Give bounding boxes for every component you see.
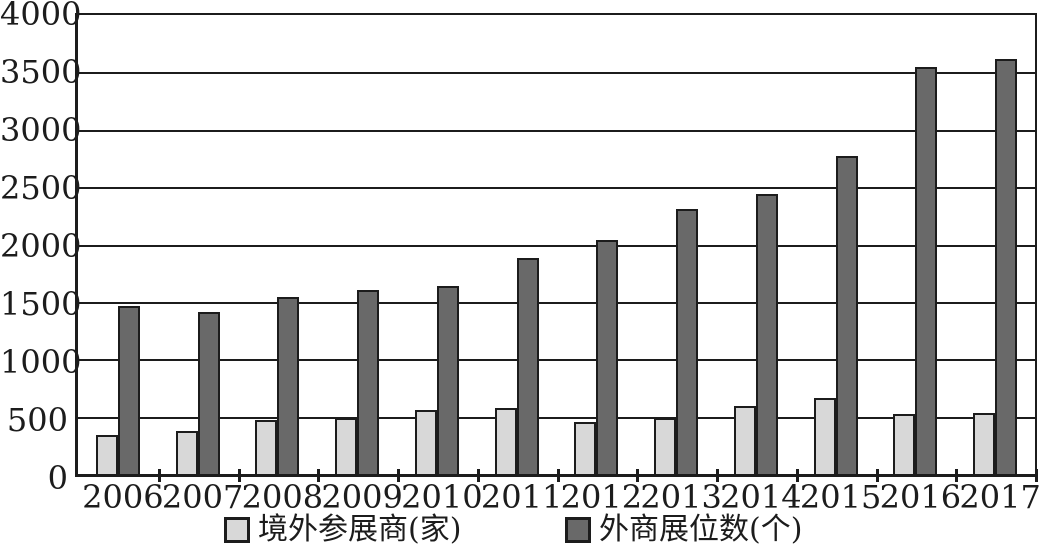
x-axis-tick <box>636 469 640 482</box>
bar-2011-series1 <box>516 258 539 474</box>
bar-2009-series0 <box>335 418 358 474</box>
dark-square-legend-swatch-icon <box>565 517 591 543</box>
x-tick-label: 2015 <box>799 478 882 516</box>
bar-2017-series0 <box>973 413 996 474</box>
y-tick-label: 4000 <box>0 0 82 33</box>
x-tick-label: 2014 <box>720 478 802 516</box>
gridline <box>78 187 1035 190</box>
bar-2011-series0 <box>494 408 517 474</box>
legend-label-overseas-exhibitors: 境外参展商(家) <box>258 512 462 547</box>
bar-2008-series1 <box>277 297 300 474</box>
x-tick-label: 2016 <box>879 478 962 516</box>
gridline <box>78 129 1035 132</box>
x-axis-tick <box>397 469 400 482</box>
x-tick-label: 2013 <box>640 478 722 516</box>
x-axis-tick <box>317 469 321 482</box>
y-tick-label: 1500 <box>0 285 82 323</box>
bar-2007-series1 <box>197 312 220 474</box>
bar-2009-series1 <box>357 290 380 474</box>
legend-item-foreign-booths: 外商展位数(个) <box>565 515 802 545</box>
x-tick-label: 2007 <box>161 478 244 516</box>
x-axis-tick <box>875 469 879 482</box>
legend-item-overseas-exhibitors: 境外参展商(家) <box>224 515 461 545</box>
x-axis-tick <box>955 469 959 482</box>
bar-2013-series1 <box>676 209 699 474</box>
bar-2006-series0 <box>95 435 118 474</box>
x-tick-label: 2010 <box>401 478 483 516</box>
bar-2015-series1 <box>835 156 858 474</box>
bar-2016-series1 <box>915 67 938 474</box>
bar-2010-series0 <box>414 410 437 474</box>
bar-2012-series1 <box>596 240 619 474</box>
bar-2015-series0 <box>813 398 836 474</box>
y-tick-label: 2500 <box>0 169 82 207</box>
gridline <box>78 72 1035 75</box>
x-axis-tick <box>795 469 799 482</box>
x-axis-tick <box>1035 469 1038 482</box>
bar-2016-series0 <box>893 414 916 474</box>
bar-2013-series0 <box>654 418 677 474</box>
bar-2017-series1 <box>995 59 1018 474</box>
x-axis-tick <box>716 469 719 482</box>
x-tick-label: 2009 <box>321 478 403 516</box>
gridline <box>78 416 1035 419</box>
x-axis-tick <box>237 469 241 482</box>
y-tick-label: 1000 <box>0 343 82 381</box>
y-tick-label: 0 <box>47 459 68 497</box>
y-tick-label: 500 <box>6 401 68 439</box>
bar-2008-series0 <box>255 420 278 474</box>
bar-2014-series0 <box>733 406 756 474</box>
y-tick-label: 3500 <box>0 53 82 91</box>
bar-2014-series1 <box>755 194 778 474</box>
x-tick-label: 2011 <box>480 478 563 516</box>
bar-2010-series1 <box>436 286 459 474</box>
x-tick-label: 2008 <box>241 478 324 516</box>
x-axis-tick <box>476 469 480 482</box>
gridline <box>78 301 1035 304</box>
light-square-legend-swatch-icon <box>224 517 250 543</box>
plot-area <box>75 13 1037 477</box>
x-axis-tick <box>157 469 161 482</box>
x-tick-label: 2006 <box>82 478 164 516</box>
legend: 境外参展商(家) 外商展位数(个) <box>0 515 1041 549</box>
gridline <box>78 244 1035 247</box>
x-tick-label: 2017 <box>959 478 1041 516</box>
bar-2006-series1 <box>117 306 140 474</box>
y-tick-label: 2000 <box>0 227 82 265</box>
bar-2012-series0 <box>574 422 597 474</box>
gridline <box>78 359 1035 362</box>
bar-2007-series0 <box>175 431 198 474</box>
x-axis-tick <box>556 469 560 482</box>
legend-label-foreign-booths: 外商展位数(个) <box>599 512 803 547</box>
x-tick-label: 2012 <box>560 478 643 516</box>
y-tick-label: 3000 <box>0 111 82 149</box>
